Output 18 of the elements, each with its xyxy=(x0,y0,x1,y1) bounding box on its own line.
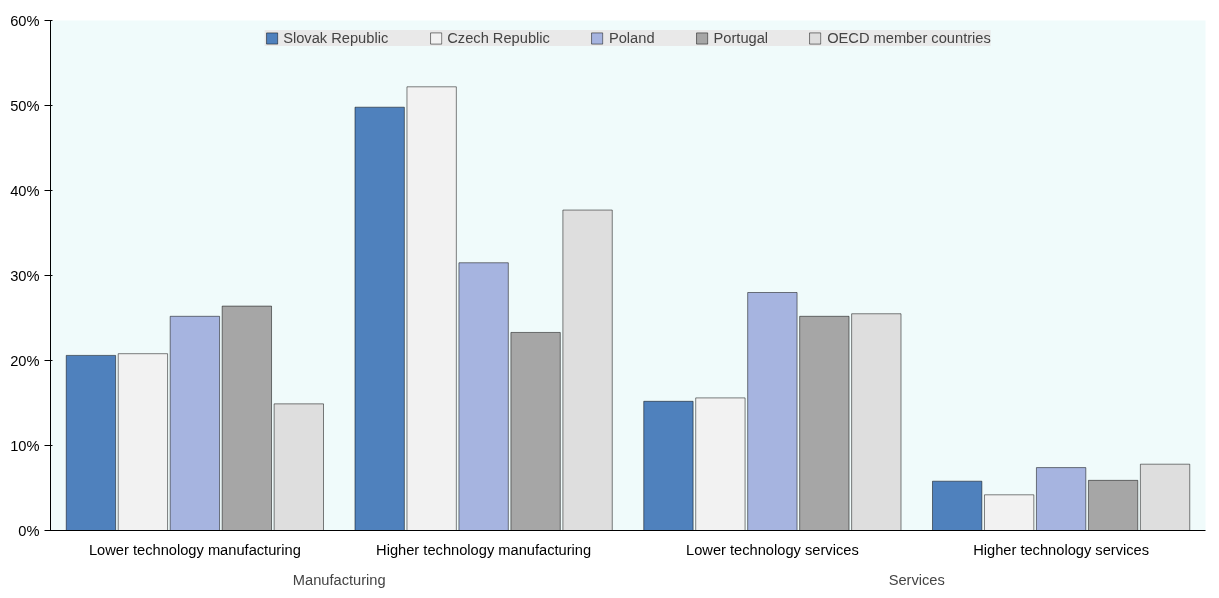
y-tick-label: 10% xyxy=(10,437,40,454)
y-tick-label: 20% xyxy=(10,352,40,369)
x-tick-label: Lower technology manufacturing xyxy=(88,541,301,558)
text: Services xyxy=(888,571,945,588)
x-tick-label: Lower technology services xyxy=(686,541,859,558)
x-tick-label: Higher technology manufacturing xyxy=(376,541,592,558)
x-tick-label: Higher technology services xyxy=(973,541,1150,558)
y-tick-label: 40% xyxy=(10,182,40,199)
legend-label: OECD member countries xyxy=(827,30,991,46)
legend-label: Poland xyxy=(608,30,655,46)
legend-label: Slovak Republic xyxy=(283,30,389,46)
y-tick-label: 0% xyxy=(18,522,40,539)
y-tick-label: 60% xyxy=(10,12,40,29)
text: Manufacturing xyxy=(292,571,386,588)
legend-label: Portugal xyxy=(713,30,769,46)
legend-label: Czech Republic xyxy=(447,30,550,46)
y-tick-label: 50% xyxy=(10,97,40,114)
y-tick-label: 30% xyxy=(10,267,40,284)
